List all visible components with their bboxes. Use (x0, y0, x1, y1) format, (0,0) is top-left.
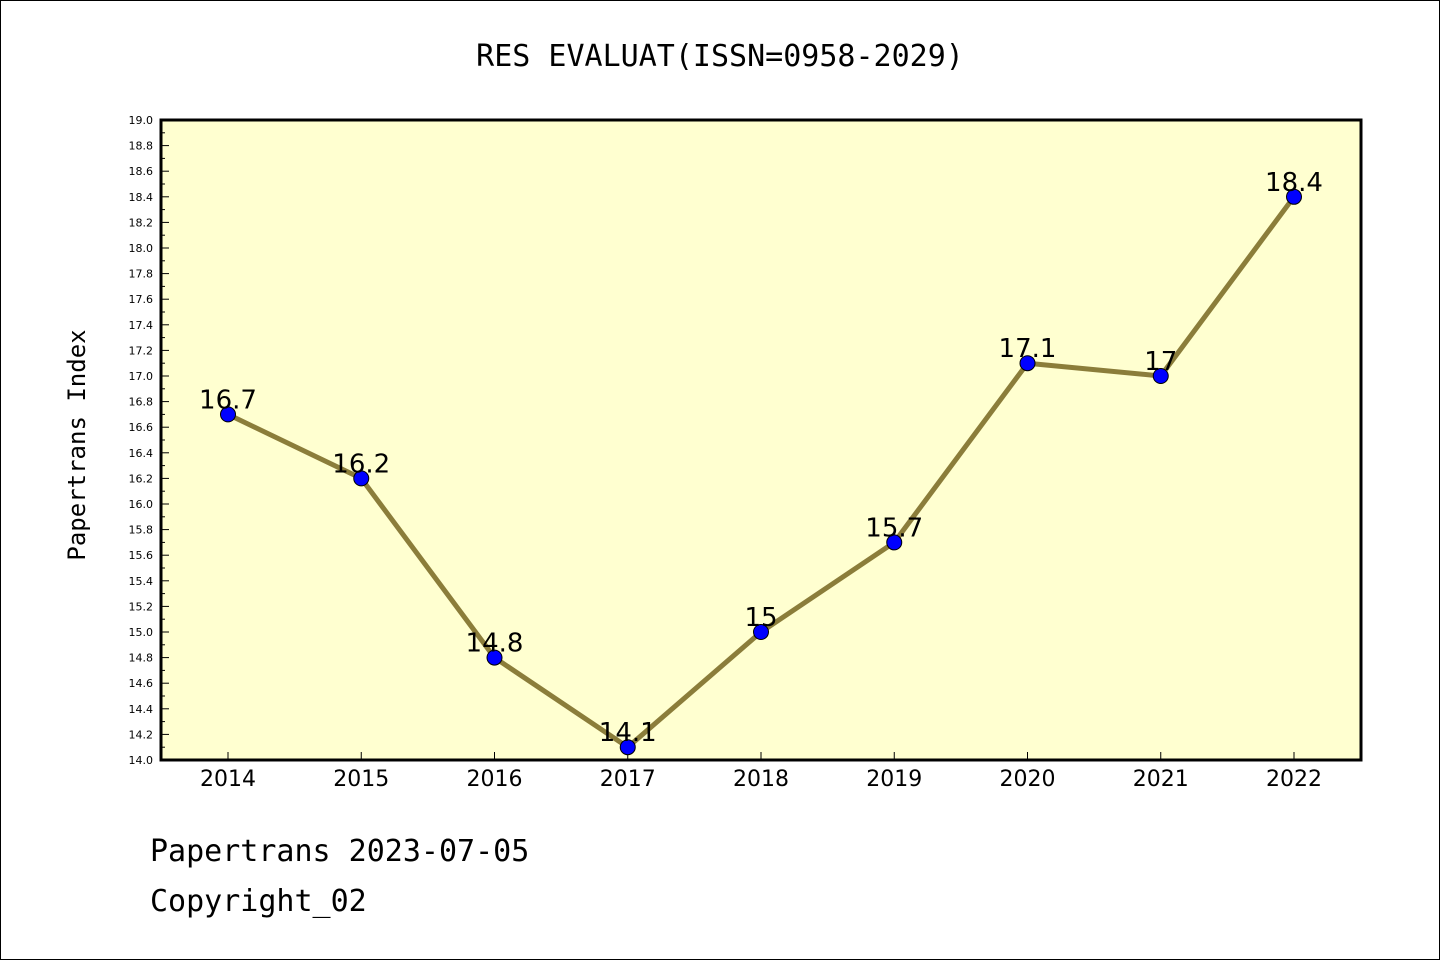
chart-title: RES EVALUAT(ISSN=0958-2029) (476, 39, 964, 74)
data-point (753, 624, 769, 640)
plot-border (159, 118, 1363, 762)
y-tick-label: 14.4 (129, 703, 154, 716)
data-point (619, 739, 636, 756)
y-axis-ticks: 14.0 14.2 14.4 14.6 14.8 15.0 15.2 15.4 15.6 15.8… (129, 114, 169, 767)
y-tick-label: 15.2 (129, 600, 154, 613)
data-label: 14.8 (466, 629, 524, 659)
data-point (1286, 188, 1302, 205)
data-label: 15.7 (865, 513, 923, 543)
data-point (1152, 368, 1169, 384)
data-point (220, 406, 236, 423)
data-point (486, 649, 503, 666)
y-tick-label: 15.6 (129, 549, 154, 562)
y-tick-label: 17.0 (129, 370, 154, 383)
data-point (1019, 355, 1036, 372)
y-tick-label: 17.4 (129, 319, 154, 332)
y-tick-label: 16.4 (129, 447, 154, 460)
series-points (220, 188, 1302, 756)
y-tick-label: 18.6 (129, 165, 154, 178)
point-labels: 16.7 16.2 14.8 14.1 15 15.7 17.1 17 18.4 (199, 168, 1323, 748)
footer-copyright: Copyright_02 (150, 884, 367, 919)
data-label: 17 (1144, 347, 1177, 377)
data-label: 18.4 (1265, 168, 1323, 198)
data-label: 16.2 (332, 449, 390, 479)
y-tick-label: 16.8 (129, 396, 154, 409)
y-tick-label: 16.0 (129, 498, 154, 511)
data-label: 14.1 (599, 718, 657, 748)
y-tick-label: 14.2 (129, 728, 154, 741)
y-tick-label: 15.0 (129, 626, 154, 639)
x-tick-label: 2022 (1266, 767, 1322, 792)
data-label: 15 (744, 603, 777, 633)
y-tick-label: 16.2 (129, 472, 154, 485)
y-tick-label: 15.8 (129, 524, 154, 537)
data-point (886, 534, 903, 551)
y-tick-label: 18.4 (129, 191, 154, 204)
y-tick-label: 17.8 (129, 268, 154, 281)
x-tick-label: 2015 (333, 767, 389, 792)
y-tick-label: 15.4 (129, 575, 154, 588)
y-tick-label: 14.6 (129, 677, 154, 690)
y-tick-label: 19.0 (129, 114, 154, 127)
y-tick-label: 18.2 (129, 216, 154, 229)
x-tick-label: 2014 (200, 767, 256, 792)
y-axis-label: Papertrans Index (63, 329, 91, 560)
y-tick-label: 17.2 (129, 344, 154, 357)
y-tick-label: 14.0 (129, 754, 154, 767)
y-tick-label: 16.6 (129, 421, 154, 434)
x-tick-label: 2016 (467, 767, 523, 792)
footer-date: Papertrans 2023-07-05 (150, 834, 530, 869)
x-tick-label: 2021 (1133, 767, 1189, 792)
data-label: 16.7 (199, 385, 257, 415)
x-tick-label: 2020 (1000, 767, 1056, 792)
data-point (353, 470, 370, 487)
y-tick-label: 17.6 (129, 293, 154, 306)
plot-area (161, 120, 1361, 760)
x-tick-label: 2019 (866, 767, 922, 792)
x-axis-ticks: 2014 2015 2016 2017 2018 2019 2020 2021 2022 (200, 752, 1322, 792)
y-tick-label: 14.8 (129, 652, 154, 665)
x-tick-label: 2018 (733, 767, 789, 792)
y-tick-label: 18.0 (129, 242, 154, 255)
y-tick-label: 18.8 (129, 140, 154, 153)
data-label: 17.1 (999, 334, 1057, 364)
x-tick-label: 2017 (600, 767, 656, 792)
